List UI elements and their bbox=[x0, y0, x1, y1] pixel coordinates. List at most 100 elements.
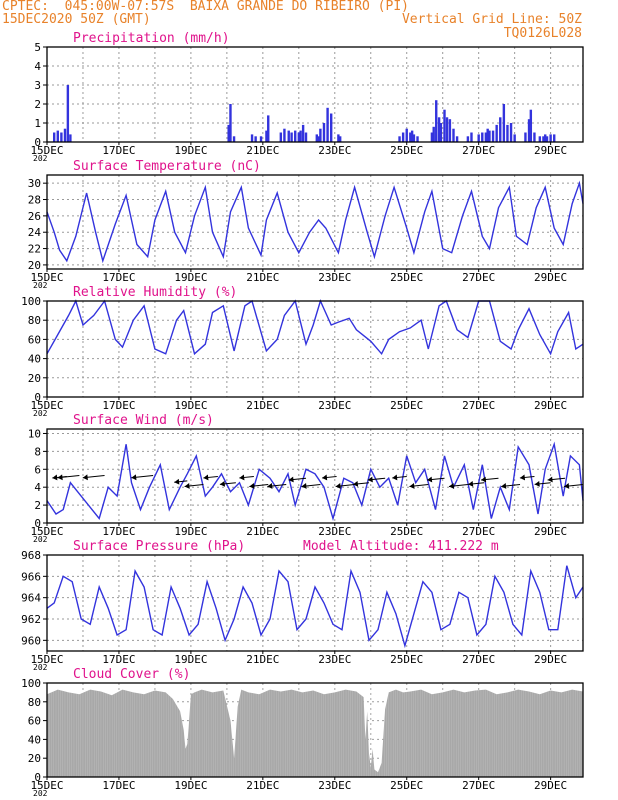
precip-bar bbox=[477, 134, 480, 142]
precip-bar bbox=[481, 132, 484, 142]
x-tick-label: 21DEC bbox=[246, 525, 279, 538]
y-tick-label: 20 bbox=[28, 372, 41, 385]
x-tick-label: 19DEC bbox=[174, 144, 207, 157]
precip-bar bbox=[317, 136, 320, 142]
precip-bar bbox=[484, 132, 488, 142]
precip-bar bbox=[466, 136, 470, 142]
y-tick-label: 964 bbox=[21, 592, 41, 605]
y-tick-label: 0 bbox=[34, 517, 41, 530]
precip-bar bbox=[326, 107, 329, 142]
header-grid-info: Vertical Grid Line: 50Z bbox=[401, 12, 582, 27]
precip-bar bbox=[542, 136, 545, 142]
wind-arrowhead bbox=[392, 474, 398, 481]
precip-bar bbox=[499, 117, 502, 142]
wind-arrowhead bbox=[131, 474, 137, 481]
precip-bar bbox=[338, 136, 342, 142]
x-tick-label: 19DEC bbox=[174, 399, 207, 412]
x-tick-label: 21DEC bbox=[246, 399, 279, 412]
x-tick-label: 21DEC bbox=[246, 779, 279, 792]
precip-bar bbox=[416, 136, 419, 142]
x-tick-label: 17DEC bbox=[102, 144, 135, 157]
x-tick-label: 27DEC bbox=[462, 399, 495, 412]
precip-bar bbox=[544, 134, 547, 142]
precip-bar bbox=[437, 117, 441, 142]
wind-arrowhead bbox=[57, 474, 63, 481]
header-model-id: TQ0126L028 bbox=[503, 26, 582, 41]
y-tick-label: 0 bbox=[34, 136, 41, 149]
wind-arrowhead bbox=[481, 476, 487, 483]
precip-bar bbox=[227, 124, 230, 142]
x-tick-label: 25DEC bbox=[390, 399, 423, 412]
precip-bar bbox=[299, 130, 302, 142]
precip-bar bbox=[452, 128, 455, 142]
panel-title: Surface Wind (m/s) bbox=[73, 413, 214, 428]
wind-arrowhead bbox=[322, 474, 328, 481]
cloud-cover-area bbox=[47, 689, 583, 777]
precip-bar bbox=[63, 128, 67, 142]
y-tick-label: 80 bbox=[28, 696, 41, 709]
year-fragment-label: 202 bbox=[33, 663, 48, 672]
y-tick-label: 3 bbox=[34, 79, 41, 92]
y-tick-label: 20 bbox=[28, 752, 41, 765]
precip-bar bbox=[265, 130, 268, 142]
y-tick-label: 40 bbox=[28, 353, 41, 366]
y-tick-label: 960 bbox=[21, 634, 41, 647]
precip-bar bbox=[229, 104, 232, 142]
x-tick-label: 21DEC bbox=[246, 144, 279, 157]
precip-bar bbox=[283, 128, 286, 142]
x-tick-label: 25DEC bbox=[390, 525, 423, 538]
precip-bar bbox=[304, 132, 308, 142]
precip-bar bbox=[319, 128, 322, 142]
x-tick-label: 23DEC bbox=[318, 653, 351, 666]
panel-frame bbox=[46, 682, 584, 778]
x-tick-label: 27DEC bbox=[462, 653, 495, 666]
precip-bar bbox=[435, 100, 438, 142]
wind-arrowhead bbox=[219, 480, 226, 487]
x-tick-label: 23DEC bbox=[318, 271, 351, 284]
y-tick-label: 4 bbox=[34, 60, 41, 73]
panel-title: Precipitation (mm/h) bbox=[73, 31, 230, 46]
wind-arrowhead bbox=[367, 476, 373, 483]
precip-bar bbox=[259, 136, 263, 142]
panel-title: Relative Humidity (%) bbox=[73, 285, 237, 300]
wind-arrowhead bbox=[564, 483, 570, 489]
precip-bar bbox=[439, 123, 443, 142]
x-tick-label: 29DEC bbox=[534, 271, 567, 284]
wind-arrowhead bbox=[409, 483, 415, 489]
precip-bar bbox=[329, 113, 333, 142]
precip-bar bbox=[448, 119, 452, 142]
x-tick-label: 23DEC bbox=[318, 399, 351, 412]
precip-bar bbox=[455, 136, 459, 142]
precip-bar bbox=[294, 130, 297, 142]
y-tick-label: 60 bbox=[28, 333, 41, 346]
y-tick-label: 2 bbox=[34, 98, 41, 111]
precip-bar bbox=[56, 130, 59, 142]
panel-title: Cloud Cover (%) bbox=[73, 667, 190, 682]
panel-1 bbox=[43, 174, 584, 272]
wind-arrowhead bbox=[519, 474, 526, 481]
y-tick-label: 0 bbox=[34, 771, 41, 784]
precip-bar bbox=[409, 132, 412, 142]
y-tick-label: 0 bbox=[34, 391, 41, 404]
x-tick-label: 15DEC bbox=[30, 525, 63, 538]
precip-bar bbox=[491, 130, 495, 142]
y-tick-label: 2 bbox=[34, 499, 41, 512]
precip-bar bbox=[527, 119, 531, 142]
panel-3 bbox=[43, 428, 584, 526]
y-tick-label: 1 bbox=[34, 117, 41, 130]
x-tick-label: 29DEC bbox=[534, 653, 567, 666]
precip-bar bbox=[315, 134, 318, 142]
x-tick-label: 25DEC bbox=[390, 271, 423, 284]
panel-subtitle: Model Altitude: 411.222 m bbox=[303, 539, 499, 554]
y-tick-label: 26 bbox=[28, 210, 41, 223]
wind-arrowhead bbox=[427, 476, 433, 483]
precip-bar bbox=[410, 130, 414, 142]
wind-arrowhead bbox=[267, 483, 273, 489]
y-tick-label: 968 bbox=[21, 549, 41, 562]
y-tick-label: 100 bbox=[21, 677, 41, 690]
precip-bar bbox=[279, 132, 283, 142]
wind-arrowhead bbox=[203, 474, 209, 481]
precip-bar bbox=[488, 130, 491, 142]
x-tick-label: 19DEC bbox=[174, 525, 207, 538]
x-tick-label: 29DEC bbox=[534, 525, 567, 538]
